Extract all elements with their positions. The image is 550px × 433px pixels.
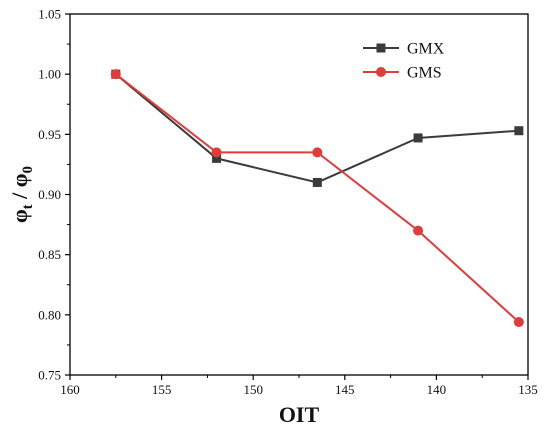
data-point-gms — [312, 147, 323, 158]
x-tick-label: 140 — [427, 382, 447, 397]
data-point-gms — [211, 147, 222, 158]
data-point-gms — [413, 225, 424, 236]
series-gmx — [111, 69, 524, 187]
data-point-gms — [513, 317, 524, 328]
legend-marker-gmx — [376, 43, 386, 53]
x-axis-title: OIT — [279, 402, 320, 427]
data-point-gmx — [514, 126, 524, 136]
legend-label-gms: GMS — [407, 65, 442, 82]
y-axis-title-separator: / — [7, 187, 32, 204]
x-tick-label: 160 — [60, 382, 80, 397]
legend: GMX GMS — [363, 41, 445, 82]
y-tick-label: 0.75 — [38, 368, 61, 383]
x-tick-label: 135 — [518, 382, 538, 397]
x-tick-label: 150 — [243, 382, 263, 397]
y-tick-label: 0.95 — [38, 127, 61, 142]
x-tick-label: 145 — [335, 382, 355, 397]
y-axis-title-symbol-2: φ — [7, 173, 32, 187]
data-point-gms — [110, 69, 121, 80]
y-tick-label: 0.80 — [38, 307, 61, 322]
legend-label-gmx: GMX — [407, 41, 445, 58]
tick-layer: 160 155 150 145 140 135 0.75 0.80 0.85 0.90 0.95 1.… — [38, 7, 538, 398]
series-layer — [110, 69, 524, 328]
y-axis-title-subscript-1: t — [20, 204, 36, 209]
series-line-gms — [115, 73, 520, 323]
y-tick-label: 0.85 — [38, 247, 61, 262]
y-axis-title-subscript-2: 0 — [20, 166, 36, 174]
x-tick-label: 155 — [152, 382, 172, 397]
y-tick-label: 1.00 — [38, 67, 61, 82]
series-gms — [110, 69, 524, 328]
data-point-gmx — [413, 133, 423, 143]
series-line-gmx — [115, 73, 519, 184]
y-axis-title-symbol-1: φ — [7, 209, 32, 223]
y-axis-title: φt / φ0 — [7, 166, 36, 223]
y-tick-label: 0.90 — [38, 187, 61, 202]
data-point-gmx — [312, 177, 322, 187]
legend-marker-gms — [376, 67, 386, 77]
data-point-gmx — [212, 153, 222, 163]
plot-frame — [69, 13, 529, 376]
y-tick-label: 1.05 — [38, 7, 61, 22]
